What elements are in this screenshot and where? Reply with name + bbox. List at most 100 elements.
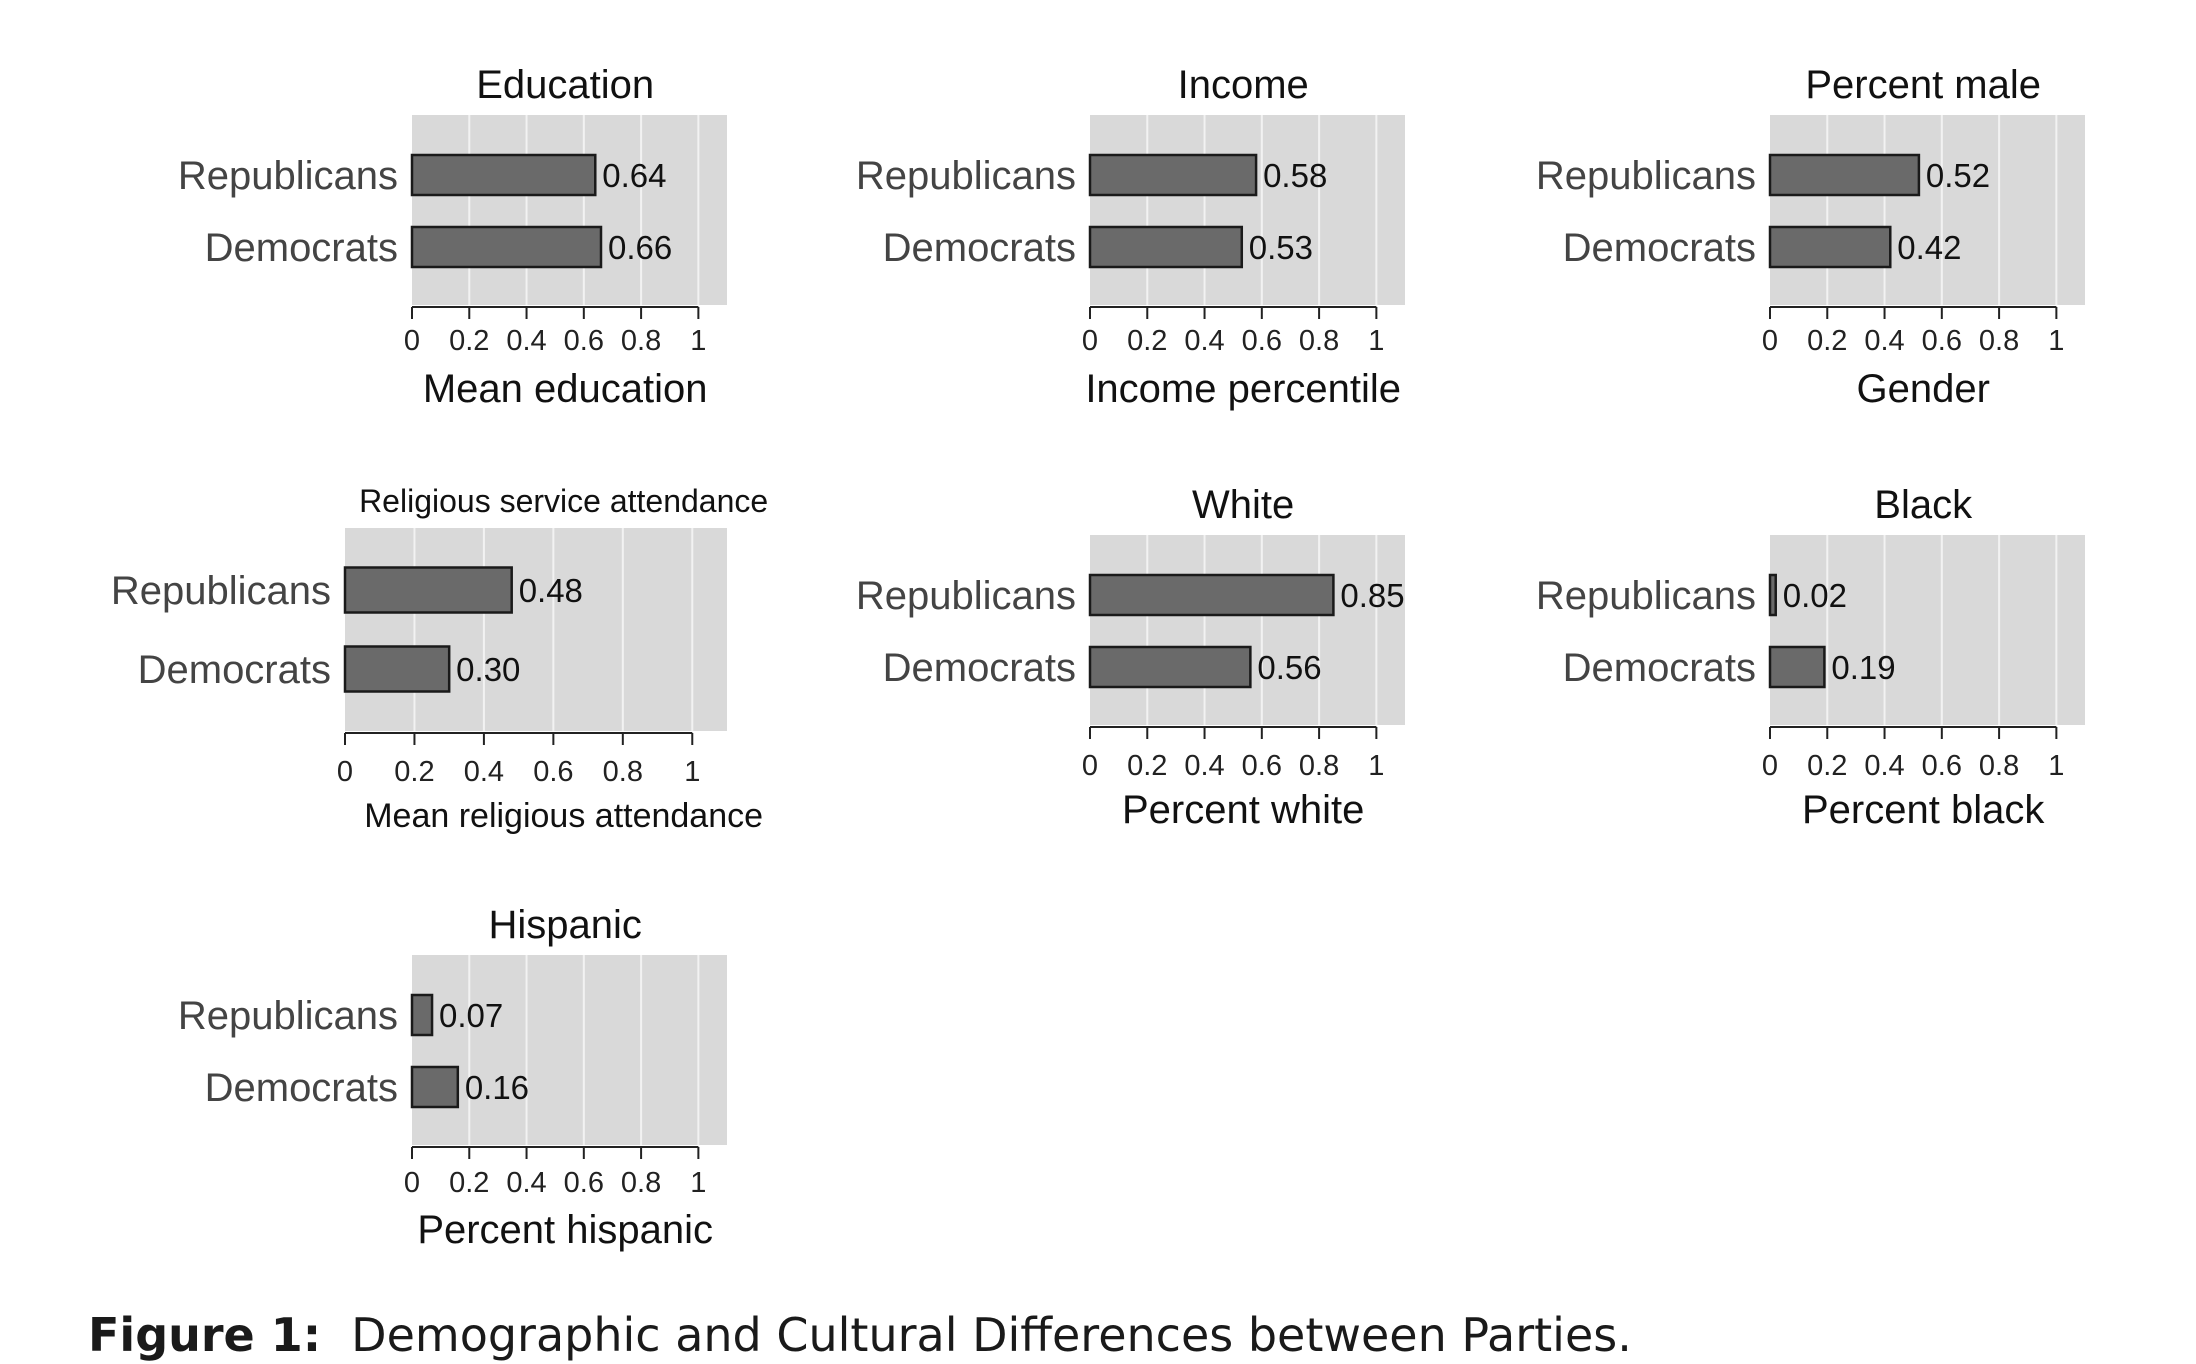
x-tick-label: 0.2 [449,1167,489,1199]
category-label: Democrats [883,646,1076,690]
bar-republicans [1770,575,1776,615]
panel-title: Religious service attendance [359,483,768,519]
category-label: Republicans [1536,154,1756,198]
bar-republicans [1090,155,1256,195]
x-tick-label: 0 [337,756,353,788]
x-tick-label: 0 [404,325,420,357]
category-label: Republicans [178,154,398,198]
panel-title: Black [1874,483,1973,527]
figure-caption: Figure 1: Demographic and Cultural Differ… [88,1308,1632,1362]
panel-title: Income [1178,63,1309,107]
x-tick-label: 0.4 [1864,750,1904,782]
category-label: Republicans [856,154,1076,198]
x-axis-label: Percent black [1802,788,2045,832]
x-tick-label: 0.4 [506,1167,546,1199]
bar-republicans [412,155,595,195]
chart-panel: 0 0.2 0.4 0.6 0.8 1 Republicans 0.02 Democrats 0.… [1536,483,2085,832]
category-label: Democrats [1563,226,1756,270]
caption-text: Demographic and Cultural Differences bet… [351,1308,1632,1362]
value-label: 0.42 [1897,229,1961,266]
x-tick-label: 0.6 [564,325,604,357]
chart-panel: 0 0.2 0.4 0.6 0.8 1 Republicans 0.07 Democrats 0.… [178,903,727,1252]
x-tick-label: 0.4 [1184,325,1224,357]
bar-republicans [345,568,512,613]
bar-republicans [412,995,432,1035]
chart-panel: 0 0.2 0.4 0.6 0.8 1 Republicans 0.64 Democrats 0.… [178,63,727,411]
x-tick-label: 0.4 [464,756,504,788]
x-tick-label: 1 [1368,325,1384,357]
x-tick-label: 0.8 [603,756,643,788]
chart-panel: 0 0.2 0.4 0.6 0.8 1 Republicans 0.58 Democrats 0.… [856,63,1405,411]
x-tick-label: 0.2 [394,756,434,788]
category-label: Democrats [205,1066,398,1110]
bar-republicans [1090,575,1333,615]
x-tick-label: 1 [690,325,706,357]
x-tick-label: 0 [1082,750,1098,782]
x-tick-label: 0 [1082,325,1098,357]
x-tick-label: 0.8 [1979,750,2019,782]
x-axis-label: Gender [1856,367,1989,411]
x-tick-label: 0.6 [564,1167,604,1199]
category-label: Republicans [856,574,1076,618]
value-label: 0.85 [1340,577,1404,614]
x-tick-label: 0 [1762,750,1778,782]
x-tick-label: 0.2 [449,325,489,357]
x-axis-label: Mean religious attendance [364,797,763,835]
x-axis-label: Percent hispanic [417,1208,713,1252]
panel-background [345,528,727,731]
x-tick-label: 0 [1762,325,1778,357]
x-tick-label: 0.4 [1864,325,1904,357]
bar-democrats [1770,227,1890,267]
bar-republicans [1770,155,1919,195]
x-tick-label: 0.6 [1242,325,1282,357]
category-label: Republicans [1536,574,1756,618]
panel-background [412,115,727,305]
x-tick-label: 0 [404,1167,420,1199]
category-label: Democrats [138,648,331,692]
x-axis-label: Income percentile [1085,367,1401,411]
x-tick-label: 0.6 [1922,750,1962,782]
x-tick-label: 0.8 [1299,325,1339,357]
chart-panel: 0 0.2 0.4 0.6 0.8 1 Republicans 0.85 Democrats 0.… [856,483,1405,832]
bar-democrats [1090,227,1242,267]
value-label: 0.58 [1263,157,1327,194]
panel-title: Education [476,63,654,107]
category-label: Democrats [1563,646,1756,690]
x-tick-label: 1 [2048,750,2064,782]
x-tick-label: 0.4 [1184,750,1224,782]
x-tick-label: 0.6 [533,756,573,788]
panel-background [1090,115,1405,305]
x-axis-label: Percent white [1122,788,1364,832]
category-label: Democrats [883,226,1076,270]
x-tick-label: 0.8 [621,325,661,357]
x-tick-label: 0.6 [1242,750,1282,782]
x-tick-label: 1 [690,1167,706,1199]
x-axis-label: Mean education [423,367,708,411]
bar-democrats [412,227,601,267]
x-tick-label: 0.8 [621,1167,661,1199]
panel-background [1090,535,1405,725]
value-label: 0.66 [608,229,672,266]
value-label: 0.64 [602,157,666,194]
x-tick-label: 1 [684,756,700,788]
category-label: Democrats [205,226,398,270]
value-label: 0.52 [1926,157,1990,194]
value-label: 0.02 [1783,577,1847,614]
caption-label: Figure 1: [88,1308,321,1362]
panel-background [1770,115,2085,305]
x-tick-label: 0.8 [1299,750,1339,782]
value-label: 0.19 [1831,649,1895,686]
bar-democrats [345,647,449,692]
value-label: 0.07 [439,997,503,1034]
chart-panel: 0 0.2 0.4 0.6 0.8 1 Republicans 0.48 Democrats 0.… [111,483,768,835]
panel-title: White [1192,483,1294,527]
bar-democrats [412,1067,458,1107]
panel-title: Percent male [1805,63,2041,107]
x-tick-label: 0.2 [1807,750,1847,782]
category-label: Republicans [178,994,398,1038]
figure-chart-grid: 0 0.2 0.4 0.6 0.8 1 Republicans 0.64 Democrats 0.… [0,0,2196,1300]
category-label: Republicans [111,569,331,613]
x-tick-label: 0.2 [1807,325,1847,357]
value-label: 0.48 [519,572,583,609]
panel-background [1770,535,2085,725]
